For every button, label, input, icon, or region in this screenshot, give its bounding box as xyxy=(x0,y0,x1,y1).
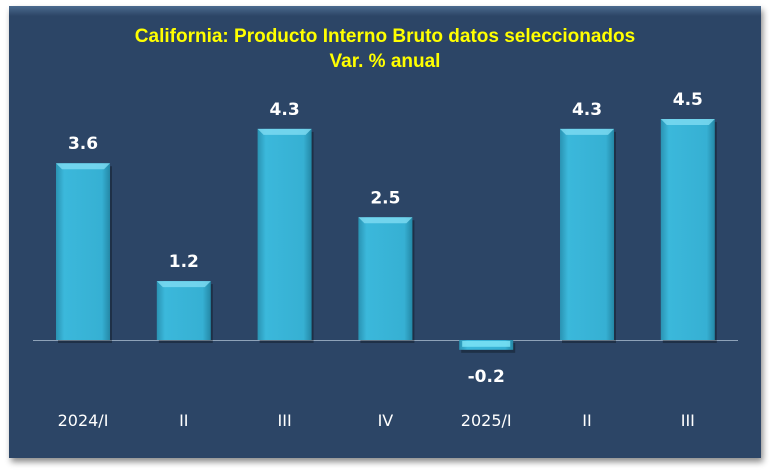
bar-bevel xyxy=(156,281,211,288)
chart-title: California: Producto Interno Bruto datos… xyxy=(135,26,635,47)
bar xyxy=(257,128,312,340)
category-label: 2024/I xyxy=(58,411,109,430)
bar-bevel xyxy=(358,217,413,224)
bar-bevel xyxy=(660,119,715,126)
bar xyxy=(660,119,715,340)
bar-bevel xyxy=(462,341,511,347)
bar xyxy=(560,128,614,340)
bar xyxy=(156,281,211,340)
bar-bevel xyxy=(257,128,312,135)
category-label: 2025/I xyxy=(461,411,512,430)
data-label: 4.3 xyxy=(270,100,300,120)
category-label: III xyxy=(278,411,292,430)
bar xyxy=(56,163,110,340)
bar xyxy=(358,217,413,340)
category-label: II xyxy=(582,411,591,430)
data-label: 3.6 xyxy=(68,134,98,154)
chart-subtitle: Var. % anual xyxy=(330,51,441,72)
category-label: IV xyxy=(378,411,394,430)
data-label: -0.2 xyxy=(468,367,505,387)
bar-bevel xyxy=(560,128,614,135)
category-label: II xyxy=(179,411,188,430)
data-label: 4.3 xyxy=(572,100,602,120)
data-label: 1.2 xyxy=(169,252,199,272)
data-label: 4.5 xyxy=(673,90,703,110)
bar-bevel xyxy=(56,163,110,170)
category-label: III xyxy=(681,411,695,430)
data-label: 2.5 xyxy=(370,188,400,208)
